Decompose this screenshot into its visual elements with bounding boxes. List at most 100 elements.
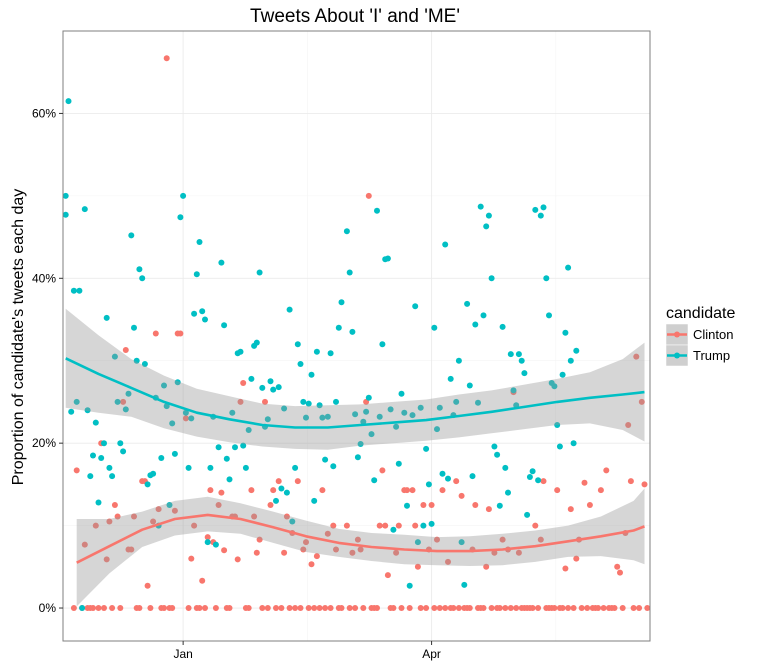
data-point — [327, 605, 334, 611]
data-point — [270, 487, 277, 494]
data-point — [428, 502, 435, 508]
data-point — [406, 605, 413, 611]
data-point — [109, 473, 116, 480]
data-point — [281, 405, 288, 412]
data-point — [303, 414, 309, 421]
data-point — [90, 605, 96, 611]
data-point — [420, 502, 427, 508]
data-point — [324, 413, 331, 420]
data-point — [264, 416, 271, 423]
data-point — [349, 549, 356, 556]
data-point — [128, 232, 135, 239]
data-point — [439, 487, 446, 494]
data-point — [398, 605, 405, 611]
data-point — [354, 536, 361, 543]
data-point — [570, 440, 577, 447]
data-point — [431, 324, 438, 331]
data-point — [466, 382, 473, 389]
data-point — [139, 275, 146, 282]
data-point — [166, 502, 173, 508]
data-point — [90, 452, 96, 459]
data-point — [423, 445, 430, 452]
data-point — [420, 522, 427, 529]
data-point — [627, 478, 634, 485]
data-point — [273, 605, 279, 611]
data-point — [259, 384, 266, 391]
data-point — [73, 398, 80, 405]
data-point — [322, 456, 329, 463]
legend-key-point — [674, 352, 680, 359]
data-point — [638, 398, 645, 405]
data-point — [535, 605, 542, 611]
chart-title: Tweets About 'I' and 'ME' — [250, 6, 460, 27]
data-point — [458, 539, 465, 546]
data-point — [169, 605, 176, 611]
data-point — [409, 412, 416, 419]
data-point — [319, 487, 326, 494]
data-point — [349, 328, 356, 335]
data-point — [434, 426, 440, 433]
y-tick-label: 60% — [32, 106, 56, 120]
data-point — [611, 605, 618, 611]
x-tick-label: Jan — [173, 647, 192, 661]
data-point — [496, 605, 503, 611]
data-point — [453, 398, 460, 405]
data-point — [431, 605, 438, 611]
data-point — [117, 605, 124, 611]
data-point — [240, 442, 247, 449]
data-point — [499, 536, 506, 543]
data-point — [319, 414, 326, 421]
data-point — [365, 394, 372, 401]
data-point — [292, 605, 299, 611]
data-point — [297, 605, 304, 611]
legend-key-point — [674, 331, 680, 338]
data-point — [458, 492, 465, 499]
data-point — [92, 522, 99, 529]
data-point — [122, 347, 129, 353]
data-point — [540, 478, 547, 485]
panel-border — [62, 30, 651, 642]
data-point — [505, 489, 511, 496]
data-point — [499, 323, 506, 330]
data-point — [128, 546, 135, 553]
data-point — [70, 605, 77, 611]
data-point — [95, 499, 102, 506]
data-point — [286, 605, 293, 611]
data-point — [562, 565, 569, 572]
data-point — [248, 375, 255, 382]
data-point — [425, 481, 432, 488]
data-point — [409, 487, 416, 494]
data-point — [101, 440, 107, 447]
data-point — [496, 502, 503, 509]
data-point — [171, 450, 178, 457]
data-point — [106, 518, 113, 525]
data-point — [376, 522, 383, 529]
data-point — [270, 386, 277, 393]
data-point — [554, 487, 561, 494]
data-point — [278, 605, 285, 611]
data-point — [630, 605, 637, 611]
data-point — [275, 478, 282, 485]
data-point — [472, 321, 479, 328]
data-point — [472, 502, 479, 508]
data-point — [191, 310, 198, 317]
data-point — [619, 605, 626, 611]
data-point — [510, 387, 517, 394]
data-point — [343, 228, 350, 235]
data-point — [447, 375, 454, 382]
data-point — [644, 605, 651, 611]
data-point — [335, 324, 342, 331]
data-point — [374, 605, 380, 611]
data-point — [360, 605, 367, 611]
data-point — [360, 418, 367, 425]
data-point — [218, 489, 225, 496]
data-point — [256, 269, 263, 276]
data-point — [131, 324, 137, 331]
data-point — [245, 427, 252, 433]
data-point — [207, 464, 214, 471]
data-point — [343, 522, 350, 529]
data-point — [338, 299, 345, 306]
legend-label-clinton: Clinton — [693, 327, 733, 342]
data-point — [480, 605, 487, 611]
data-point — [237, 398, 244, 405]
